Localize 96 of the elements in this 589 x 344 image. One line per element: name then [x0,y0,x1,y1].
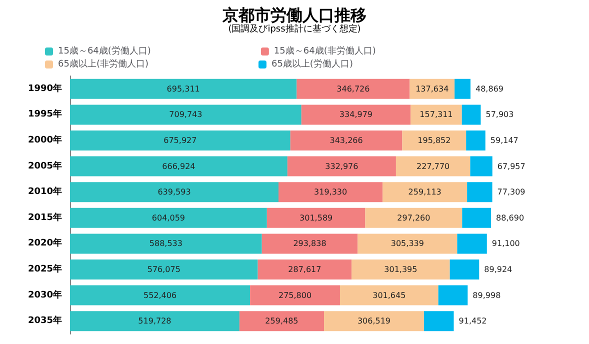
legend-label: 15歳～64歳(労働人口) [58,46,151,56]
bar [466,130,486,150]
legend-label: 15歳～64歳(非労働人口) [274,46,376,56]
bar [296,78,410,99]
bar [262,234,358,254]
y-tick-label: 2035年 [28,315,62,326]
data-label: 346,726 [336,84,370,94]
bar [70,208,267,228]
data-label: 695,311 [166,84,200,94]
bar [70,285,250,306]
bar [70,78,297,99]
y-tick-label: 2030年 [28,289,62,300]
data-label: 301,395 [384,265,418,274]
bar [358,234,458,254]
bar [266,208,366,228]
bar [70,311,240,332]
y-tick-label: 2020年 [28,238,62,249]
data-label: 343,266 [330,136,363,145]
data-label: 604,059 [152,213,186,222]
bar [258,260,352,280]
y-tick-label: 1990年 [28,82,62,94]
data-label: 306,519 [357,316,391,326]
data-label: 67,957 [497,162,526,171]
data-label: 157,311 [420,110,453,120]
bar [382,182,468,202]
data-label: 91,100 [492,239,520,248]
bar [365,208,462,228]
bar [278,182,383,202]
data-label: 275,800 [278,290,312,300]
bar [324,311,424,332]
data-label: 297,260 [397,213,430,222]
bar [410,78,455,99]
y-tick-label: 2015年 [28,212,62,223]
data-label: 59,147 [490,136,518,145]
bar [290,130,402,150]
bar [462,208,492,228]
bar [352,260,450,280]
bar [454,78,471,99]
bar [396,156,470,176]
data-label: 195,852 [418,136,451,145]
data-label: 709,743 [169,110,202,120]
bar [410,104,462,125]
bar [287,156,396,176]
data-label: 666,924 [162,162,196,171]
y-tick-label: 2005年 [28,160,62,172]
data-label: 301,589 [300,213,333,222]
bar [470,156,492,176]
bar [402,130,466,150]
y-tick-label: 2025年 [28,264,62,274]
y-tick-label: 2000年 [28,134,62,146]
data-label: 293,838 [293,239,326,248]
data-label: 332,976 [325,162,358,171]
bar [70,234,262,254]
data-label: 91,452 [458,316,487,326]
bar [250,285,340,306]
data-label: 519,728 [138,316,172,326]
data-label: 89,998 [472,290,501,300]
data-label: 48,869 [476,84,504,94]
bar [438,285,468,306]
bar [457,234,487,254]
legend-label: 65歳以上(非労働人口) [58,58,148,70]
data-label: 588,533 [149,239,182,248]
y-tick-label: 2010年 [28,186,62,198]
bar [340,285,438,306]
data-label: 137,634 [416,84,449,94]
bar [70,130,290,150]
data-label: 552,406 [143,290,177,300]
bar [239,311,324,332]
data-label: 287,617 [288,265,322,274]
data-label: 675,927 [164,136,197,145]
data-label: 576,075 [147,265,180,274]
data-label: 639,593 [158,188,191,197]
bar [70,260,258,280]
data-label: 319,330 [314,188,348,197]
data-label: 57,903 [486,110,514,120]
bar [70,156,288,176]
data-label: 89,924 [484,265,512,274]
legend-label: 65歳以上(労働人口) [271,58,353,70]
data-label: 305,339 [390,239,424,248]
data-label: 227,770 [416,162,450,171]
bar [424,311,454,332]
data-label: 334,979 [339,110,373,120]
data-label: 88,690 [496,213,524,222]
data-label: 259,113 [408,188,442,197]
bar [301,104,411,125]
data-label: 77,309 [497,188,526,197]
bar [462,104,481,125]
y-tick-label: 1995年 [28,108,62,120]
chart-title: 京都市労働人口推移 [222,6,366,24]
bar [450,260,480,280]
data-label: 259,485 [265,316,298,326]
bar [70,104,302,125]
data-label: 301,645 [372,290,406,300]
bar [70,182,279,202]
chart-subtitle: (国調及びipss推計に基づく想定) [228,24,361,34]
bar [467,182,492,202]
